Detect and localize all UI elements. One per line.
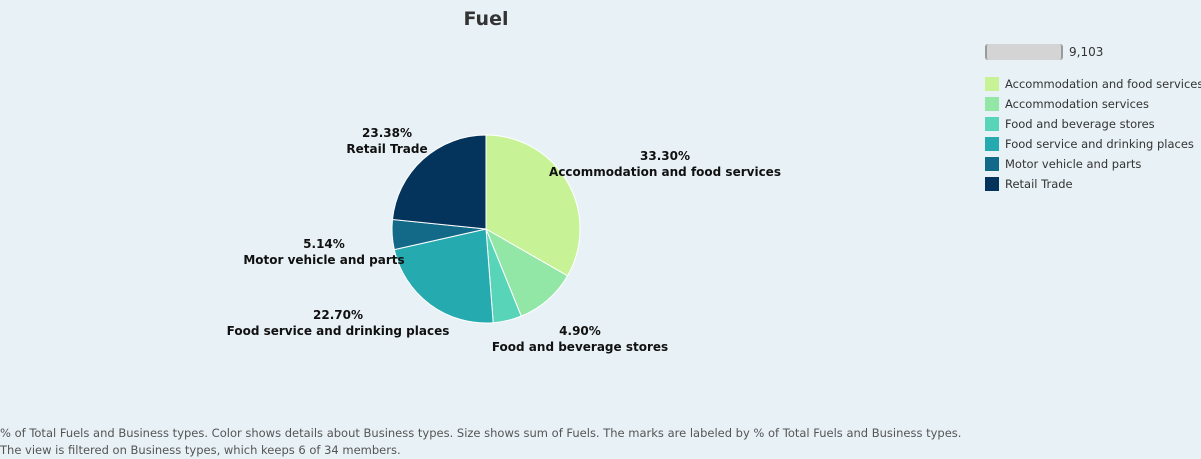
- legend-swatch: [985, 117, 999, 131]
- legend-item[interactable]: Accommodation and food services: [985, 74, 1201, 94]
- pie-slice[interactable]: [393, 228, 494, 324]
- legend-label: Motor vehicle and parts: [1005, 157, 1142, 171]
- slice-category-label: Motor vehicle and parts: [243, 253, 404, 267]
- pie-slices: [391, 134, 581, 324]
- slice-percent-label: 4.90%: [559, 324, 601, 338]
- slice-percent-label: 23.38%: [362, 126, 412, 140]
- legend-label: Food service and drinking places: [1005, 137, 1194, 151]
- legend-item[interactable]: Motor vehicle and parts: [985, 154, 1199, 174]
- legend-label: Retail Trade: [1005, 177, 1073, 191]
- size-legend-bar: [985, 44, 1063, 60]
- chart-title: Fuel: [463, 8, 509, 30]
- pie-slice[interactable]: [391, 134, 487, 230]
- legend: 9,103 Accommodation and food services Ac…: [985, 42, 1201, 194]
- slice-category-label: Accommodation and food services: [549, 165, 781, 179]
- legend-label: Accommodation services: [1005, 97, 1150, 111]
- slice-category-label: Retail Trade: [346, 142, 427, 156]
- legend-swatch: [985, 97, 999, 111]
- slice-category-label: Food service and drinking places: [227, 324, 450, 338]
- size-legend-value: 9,103: [1069, 45, 1104, 59]
- slice-category-label: Food and beverage stores: [492, 340, 668, 354]
- legend-item[interactable]: Retail Trade: [985, 174, 1199, 194]
- caption: % of Total Fuels and Business types. Col…: [0, 426, 962, 457]
- size-legend: 9,103: [985, 42, 1199, 62]
- legend-label: Accommodation and food services: [1005, 77, 1201, 91]
- legend-swatch: [985, 137, 999, 151]
- slice-percent-label: 5.14%: [303, 237, 345, 251]
- pie-slice[interactable]: [485, 134, 581, 277]
- legend-swatch: [985, 177, 999, 191]
- legend-swatch: [985, 77, 999, 91]
- slice-percent-label: 22.70%: [313, 308, 363, 322]
- legend-label: Food and beverage stores: [1005, 117, 1155, 131]
- slice-labels: 33.30% Accommodation and food services 4.9…: [227, 126, 781, 354]
- legend-item[interactable]: Food service and drinking places: [985, 134, 1199, 154]
- legend-swatch: [985, 157, 999, 171]
- legend-item[interactable]: Accommodation services: [985, 94, 1199, 114]
- slice-percent-label: 33.30%: [640, 149, 690, 163]
- legend-item[interactable]: Food and beverage stores: [985, 114, 1199, 134]
